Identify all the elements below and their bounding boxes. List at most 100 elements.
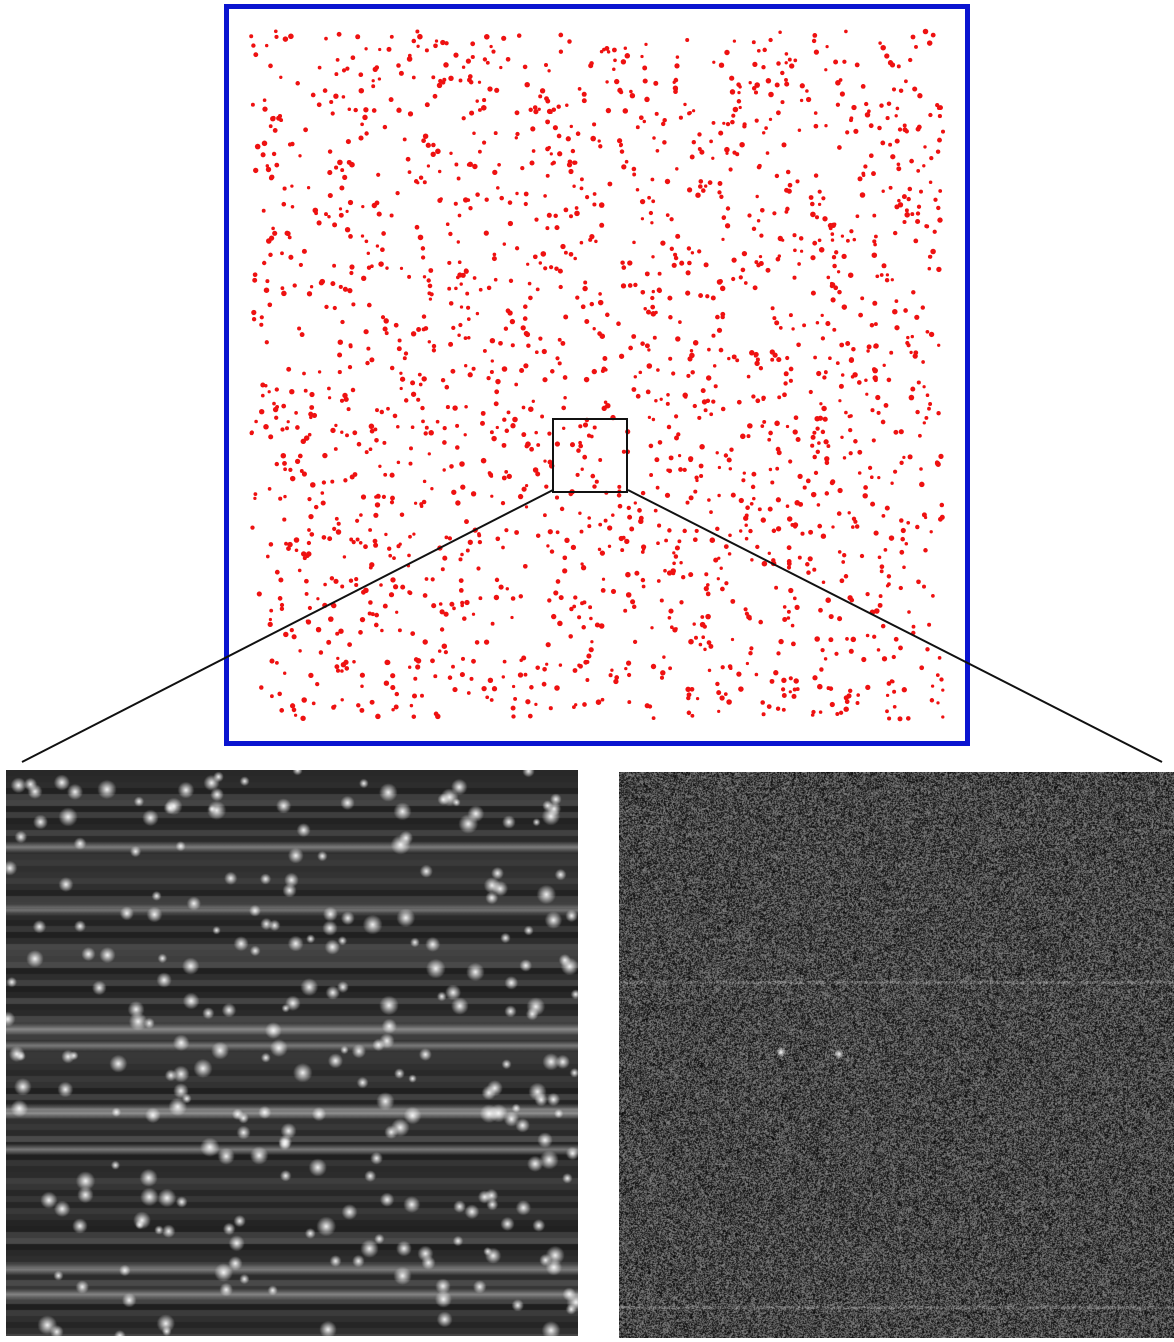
- scatter-point: [792, 429, 798, 435]
- scatter-point: [749, 501, 754, 506]
- scatter-point: [362, 114, 368, 121]
- scatter-point: [261, 140, 268, 147]
- scatter-point: [338, 284, 343, 289]
- scatter-point: [395, 610, 399, 614]
- scatter-point: [567, 159, 573, 165]
- scatter-point: [877, 555, 882, 560]
- scatter-point: [469, 110, 475, 116]
- scatter-point: [742, 124, 747, 129]
- scatter-point: [489, 369, 494, 375]
- scatter-point: [288, 467, 293, 473]
- scatter-point: [608, 673, 613, 678]
- scatter-point: [306, 540, 312, 546]
- scatter-point: [378, 47, 382, 52]
- scatter-point: [394, 691, 400, 697]
- scatter-point: [724, 146, 730, 153]
- scatter-point: [705, 294, 710, 299]
- scatter-point: [460, 272, 466, 278]
- scatter-point: [560, 340, 566, 346]
- scatter-point: [838, 710, 844, 715]
- scatter-point: [449, 151, 453, 155]
- scatter-point: [874, 608, 880, 614]
- scatter-point: [306, 186, 311, 190]
- scatter-point: [457, 213, 462, 218]
- scatter-point: [349, 537, 354, 542]
- scatter-point: [710, 295, 716, 301]
- scatter-point: [427, 340, 431, 344]
- scatter-point: [760, 424, 765, 428]
- scatter-point: [812, 430, 817, 435]
- scatter-point: [700, 615, 705, 619]
- scatter-point: [509, 318, 516, 325]
- scatter-point: [640, 217, 645, 221]
- scatter-point: [613, 678, 619, 685]
- scatter-point: [843, 706, 849, 712]
- scatter-point: [580, 304, 586, 310]
- scatter-point: [872, 634, 877, 639]
- scatter-point: [491, 49, 496, 54]
- scatter-point: [578, 663, 583, 669]
- scatter-point: [772, 316, 777, 321]
- scatter-point: [736, 99, 742, 104]
- scatter-point: [648, 443, 654, 449]
- scatter-point: [819, 667, 824, 672]
- scatter-point: [280, 286, 285, 291]
- scatter-point: [731, 354, 737, 360]
- scatter-point: [778, 30, 782, 35]
- scatter-point: [805, 562, 810, 567]
- scatter-point: [369, 428, 375, 434]
- scatter-point: [431, 142, 436, 148]
- scatter-point: [723, 544, 729, 549]
- scatter-point: [374, 502, 381, 508]
- scatter-point: [767, 551, 771, 555]
- scatter-point: [850, 636, 857, 643]
- scatter-point: [327, 214, 331, 219]
- scatter-point: [369, 357, 375, 363]
- scatter-point: [849, 229, 854, 234]
- scatter-point: [468, 206, 473, 211]
- scatter-point: [502, 659, 507, 664]
- scatter-point: [538, 94, 543, 99]
- scatter-point: [547, 598, 552, 603]
- scatter-point: [772, 211, 777, 216]
- scatter-point: [740, 267, 746, 273]
- scatter-point: [730, 637, 735, 642]
- scatter-point: [841, 253, 847, 260]
- scatter-point: [885, 273, 890, 277]
- scatter-point: [332, 263, 337, 268]
- scatter-point: [428, 430, 434, 436]
- scatter-point: [879, 103, 884, 108]
- scatter-point: [715, 314, 720, 320]
- scatter-point: [402, 356, 407, 361]
- scatter-point: [862, 493, 868, 499]
- scatter-point: [806, 570, 811, 575]
- scatter-point: [454, 162, 459, 167]
- scatter-point: [565, 103, 569, 108]
- scatter-point: [578, 511, 582, 515]
- scatter-point: [351, 302, 356, 307]
- scatter-point: [373, 427, 378, 432]
- scatter-point: [313, 504, 319, 510]
- scatter-point: [427, 452, 431, 456]
- scatter-point: [478, 287, 483, 292]
- scatter-point: [938, 189, 943, 193]
- scatter-point: [930, 32, 936, 38]
- scatter-point: [817, 202, 822, 207]
- scatter-point: [703, 408, 708, 413]
- scatter-point: [340, 319, 345, 325]
- scatter-point: [673, 89, 678, 95]
- scatter-point: [835, 361, 840, 366]
- scatter-point: [878, 41, 882, 45]
- scatter-point: [523, 672, 528, 677]
- scatter-point: [253, 492, 258, 496]
- scatter-point: [774, 585, 779, 590]
- scatter-point: [282, 186, 287, 191]
- scatter-point: [726, 457, 732, 463]
- scatter-point: [887, 716, 892, 721]
- scatter-point: [464, 405, 468, 409]
- scatter-point: [805, 89, 809, 93]
- scatter-point: [884, 53, 890, 59]
- scatter-point: [638, 515, 644, 521]
- scatter-point: [477, 539, 483, 545]
- scatter-point: [486, 285, 492, 291]
